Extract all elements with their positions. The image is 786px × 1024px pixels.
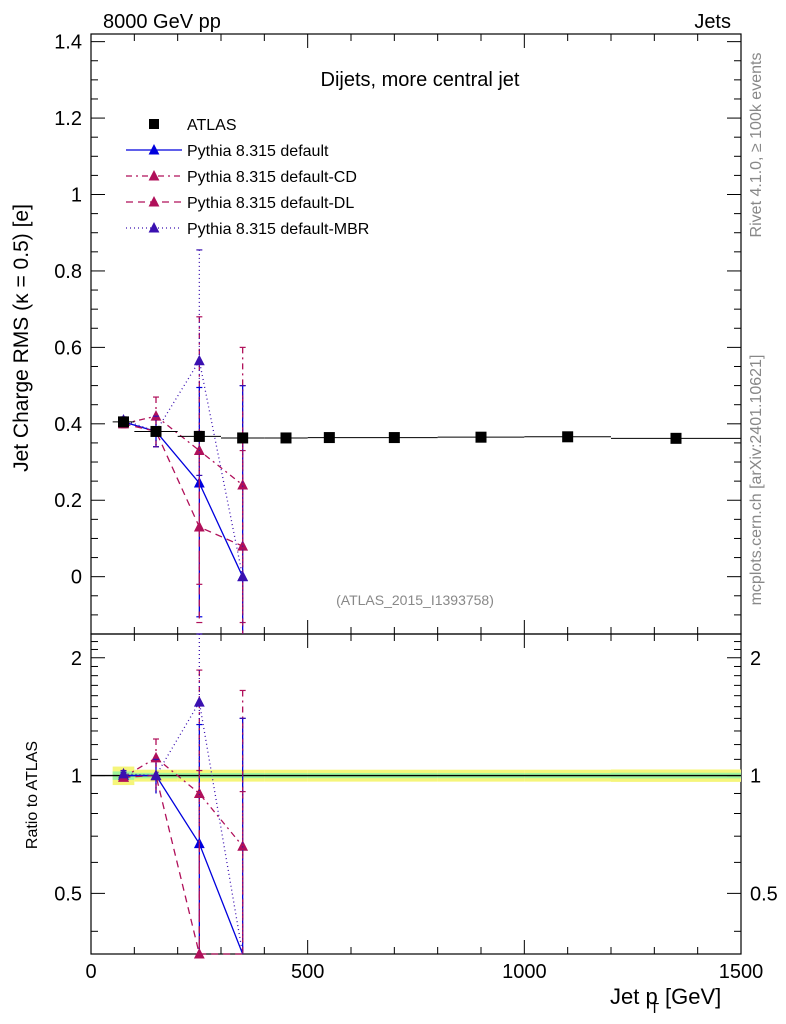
x-axis-label: Jet p T [GeV] xyxy=(610,984,721,1017)
atlas-data-point xyxy=(193,430,205,442)
mcplots-reference-label: mcplots.cern.ch [arXiv:2401.10621] xyxy=(748,355,765,606)
atlas-data-point xyxy=(237,432,249,444)
y-tick-label: 0.8 xyxy=(54,261,82,283)
x-tick-label: 1500 xyxy=(719,961,764,983)
axis-ticks xyxy=(90,34,742,954)
pythia-8-315-default-cd-ratio-point xyxy=(193,787,205,798)
main-plot-series xyxy=(112,249,741,634)
pythia-8-315-default-mbr-point xyxy=(237,570,249,582)
header-energy-label: 8000 GeV pp xyxy=(103,11,221,33)
ratio-y-axis-label: Ratio to ATLAS xyxy=(24,741,41,849)
x-axis-label-main: Jet p xyxy=(610,984,658,1009)
legend-label-pythia-8-315-default-cd: Pythia 8.315 default-CD xyxy=(187,169,357,186)
x-axis-label-unit: [GeV] xyxy=(665,984,721,1009)
ratio-tick-label-right: 1 xyxy=(750,766,761,788)
ratio-error-bands xyxy=(91,766,741,786)
atlas-data-point xyxy=(280,432,292,444)
pythia-8-315-default-ratio-line xyxy=(123,774,244,955)
ratio-tick-label-right: 2 xyxy=(750,648,761,670)
pythia-8-315-default-mbr-ratio-point xyxy=(118,767,129,779)
x-tick-label: 1000 xyxy=(502,961,547,983)
pythia-8-315-default-mbr-line xyxy=(123,358,244,577)
legend-marker-pythia-8-315-default xyxy=(148,144,160,155)
y-tick-label: 1 xyxy=(71,185,82,207)
y-axis-label: Jet Charge RMS (κ = 0.5) [e] xyxy=(10,204,33,472)
chart-title: Dijets, more central jet xyxy=(321,69,520,91)
analysis-watermark: (ATLAS_2015_I1393758) xyxy=(336,592,494,608)
legend-label-atlas: ATLAS xyxy=(187,117,237,134)
legend-marker-atlas xyxy=(149,119,159,129)
pythia-8-315-default-dl-point xyxy=(237,540,249,551)
pythia-8-315-default-dl-point xyxy=(193,520,205,532)
y-tick-label: 0.2 xyxy=(54,490,82,512)
ratio-tick-label-right: 0.5 xyxy=(750,883,778,905)
atlas-data-point xyxy=(323,432,335,444)
ratio-tick-label-left: 0.5 xyxy=(54,883,82,905)
y-tick-label: 0.4 xyxy=(54,414,82,436)
pythia-8-315-default-mbr-ratio-line xyxy=(123,700,244,955)
atlas-data-point xyxy=(475,431,487,443)
pythia-8-315-default-mbr-point xyxy=(193,354,205,366)
ratio-tick-label-left: 1 xyxy=(71,766,82,788)
y-tick-label: 1.2 xyxy=(54,108,82,130)
pythia-8-315-default-cd-line xyxy=(123,415,244,486)
legend-marker-pythia-8-315-default-mbr xyxy=(148,222,160,233)
atlas-data-point xyxy=(150,425,162,437)
pythia-8-315-default-mbr-ratio-point xyxy=(150,769,162,781)
x-axis-label-subscript: T xyxy=(650,1000,659,1017)
legend-marker-pythia-8-315-default-cd xyxy=(148,170,160,181)
ratio-plot-frame xyxy=(90,633,742,955)
pythia-8-315-default-cd-point xyxy=(237,478,249,490)
y-tick-label: 1.4 xyxy=(54,32,82,54)
y-tick-label: 0 xyxy=(71,567,82,589)
legend-label-pythia-8-315-default-mbr: Pythia 8.315 default-MBR xyxy=(187,221,369,238)
axis-tick-labels: 0 500 1000 1500 0 0.2 0.4 0.6 0.8 1 1.2 1.4 0.5 0.5 1 1… xyxy=(54,32,778,983)
header-category-label: Jets xyxy=(694,11,731,33)
x-tick-label: 0 xyxy=(85,961,96,983)
pythia-8-315-default-cd-ratio-line xyxy=(123,757,244,847)
x-tick-label: 500 xyxy=(291,961,324,983)
pythia-8-315-default-cd-point xyxy=(150,410,162,421)
pythia-8-315-default-dl-ratio-line xyxy=(123,774,243,955)
legend: ATLAS Pythia 8.315 default Pythia 8.315 de… xyxy=(126,117,369,238)
y-tick-label: 0.6 xyxy=(54,337,82,359)
atlas-data-point xyxy=(388,432,400,444)
pythia-8-315-default-line xyxy=(123,421,244,577)
ratio-plot-series xyxy=(118,633,249,959)
atlas-data-point xyxy=(670,432,682,444)
legend-label-pythia-8-315-default-dl: Pythia 8.315 default-DL xyxy=(187,195,354,212)
pythia-8-315-default-dl-line xyxy=(123,423,243,547)
atlas-data-point xyxy=(562,431,574,443)
rivet-version-label: Rivet 4.1.0, ≥ 100k events xyxy=(748,53,765,238)
legend-marker-pythia-8-315-default-dl xyxy=(148,196,160,207)
pythia-8-315-default-dl-ratio-point xyxy=(193,948,205,959)
ratio-tick-label-left: 2 xyxy=(71,648,82,670)
atlas-data-point xyxy=(118,416,129,428)
legend-label-pythia-8-315-default: Pythia 8.315 default xyxy=(187,143,329,160)
pythia-8-315-default-mbr-ratio-point xyxy=(193,696,205,707)
